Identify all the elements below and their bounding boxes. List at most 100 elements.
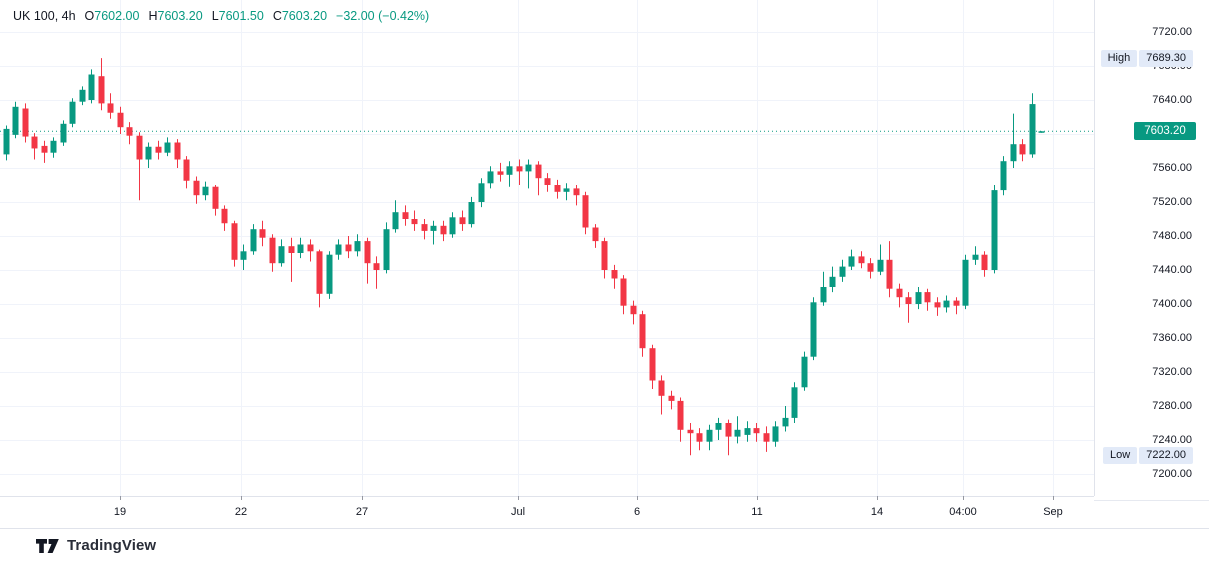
price-tick-label: 7320.00 xyxy=(1152,366,1192,378)
candle xyxy=(639,310,646,357)
candle xyxy=(706,424,713,451)
price-tick-label: 7280.00 xyxy=(1152,400,1192,412)
candle xyxy=(107,93,114,119)
candle xyxy=(117,106,124,134)
candle xyxy=(364,237,371,284)
candle xyxy=(259,220,266,247)
candle xyxy=(288,237,295,282)
candle xyxy=(411,210,418,231)
candle xyxy=(316,249,323,308)
candle xyxy=(421,219,428,240)
candle xyxy=(79,86,86,106)
candle xyxy=(212,185,219,216)
price-tick-label: 7400.00 xyxy=(1152,298,1192,310)
candle xyxy=(696,428,703,451)
candle xyxy=(1019,139,1026,162)
footer-bar: TradingView xyxy=(0,529,1209,564)
candle xyxy=(896,283,903,308)
candle xyxy=(848,249,855,270)
candle xyxy=(763,426,770,452)
candle xyxy=(459,210,466,231)
candle xyxy=(354,234,361,257)
low-label-text: Low xyxy=(1103,446,1138,464)
candle xyxy=(934,297,941,316)
candle xyxy=(725,419,732,456)
last-price-badge[interactable]: 7603.20 xyxy=(1134,122,1196,141)
candle xyxy=(155,140,162,160)
candle xyxy=(972,246,979,265)
time-tick-label: 14 xyxy=(870,506,884,518)
ohlc-open: O7602.00 xyxy=(84,9,140,23)
tradingview-logo[interactable]: TradingView xyxy=(36,537,156,554)
candle xyxy=(554,179,561,199)
time-tick-mark xyxy=(877,496,878,500)
candle xyxy=(782,406,789,432)
low-price-label: Low 7222.00 xyxy=(1103,446,1193,464)
candle xyxy=(335,239,342,260)
candle xyxy=(12,101,19,139)
candle xyxy=(326,251,333,299)
time-tick-mark xyxy=(757,496,758,500)
candle xyxy=(269,234,276,272)
candle xyxy=(734,416,741,444)
candle xyxy=(905,292,912,323)
candle xyxy=(791,382,798,423)
price-tick-label: 7360.00 xyxy=(1152,332,1192,344)
time-axis[interactable]: 19 22 27 Jul 6 11 14 04:00 Sep xyxy=(0,496,1209,529)
candle xyxy=(69,98,76,128)
candle xyxy=(50,137,57,158)
candle xyxy=(991,185,998,274)
candle xyxy=(525,159,532,189)
candle xyxy=(677,397,684,442)
price-tick-label: 7440.00 xyxy=(1152,264,1192,276)
candle xyxy=(506,161,513,187)
candle xyxy=(497,162,504,182)
candle xyxy=(592,224,599,248)
candle xyxy=(88,69,95,104)
high-price-label: High 7689.30 xyxy=(1100,49,1193,67)
candle xyxy=(202,181,209,201)
symbol-title[interactable]: UK 100, 4h xyxy=(13,9,76,23)
candle xyxy=(383,222,390,274)
candle xyxy=(478,178,485,208)
candle xyxy=(839,259,846,282)
price-tick-label: 7560.00 xyxy=(1152,162,1192,174)
candle xyxy=(136,132,143,201)
ohlc-high: H7603.20 xyxy=(148,9,203,23)
candle xyxy=(250,224,257,255)
time-tick-mark xyxy=(362,496,363,500)
candle xyxy=(440,220,447,242)
candle xyxy=(297,237,304,259)
candle xyxy=(924,288,931,311)
time-tick-mark xyxy=(241,496,242,500)
tradingview-logo-icon xyxy=(36,538,59,553)
candle xyxy=(858,251,865,269)
price-tick-label: 7200.00 xyxy=(1152,468,1192,480)
candle xyxy=(981,251,988,277)
price-axis[interactable] xyxy=(1094,0,1209,532)
time-tick-label: 27 xyxy=(355,506,369,518)
candle xyxy=(801,351,808,391)
candle xyxy=(668,390,675,410)
time-tick-mark xyxy=(963,496,964,500)
candle xyxy=(535,161,542,196)
candle xyxy=(31,133,38,160)
candle xyxy=(867,258,874,279)
candle xyxy=(877,244,884,276)
candle xyxy=(145,142,152,168)
candle xyxy=(744,421,751,442)
low-label-value: 7222.00 xyxy=(1139,446,1193,464)
candle xyxy=(60,120,67,146)
price-axis-bottom-border xyxy=(1094,500,1209,501)
candle xyxy=(715,417,722,440)
candle xyxy=(516,159,523,185)
candle xyxy=(1029,93,1036,158)
candle xyxy=(658,375,665,415)
candle xyxy=(573,185,580,206)
candlestick-chart[interactable] xyxy=(0,0,1209,496)
candle xyxy=(3,125,10,161)
candle xyxy=(402,205,409,226)
candle xyxy=(962,254,969,310)
candle xyxy=(953,297,960,315)
